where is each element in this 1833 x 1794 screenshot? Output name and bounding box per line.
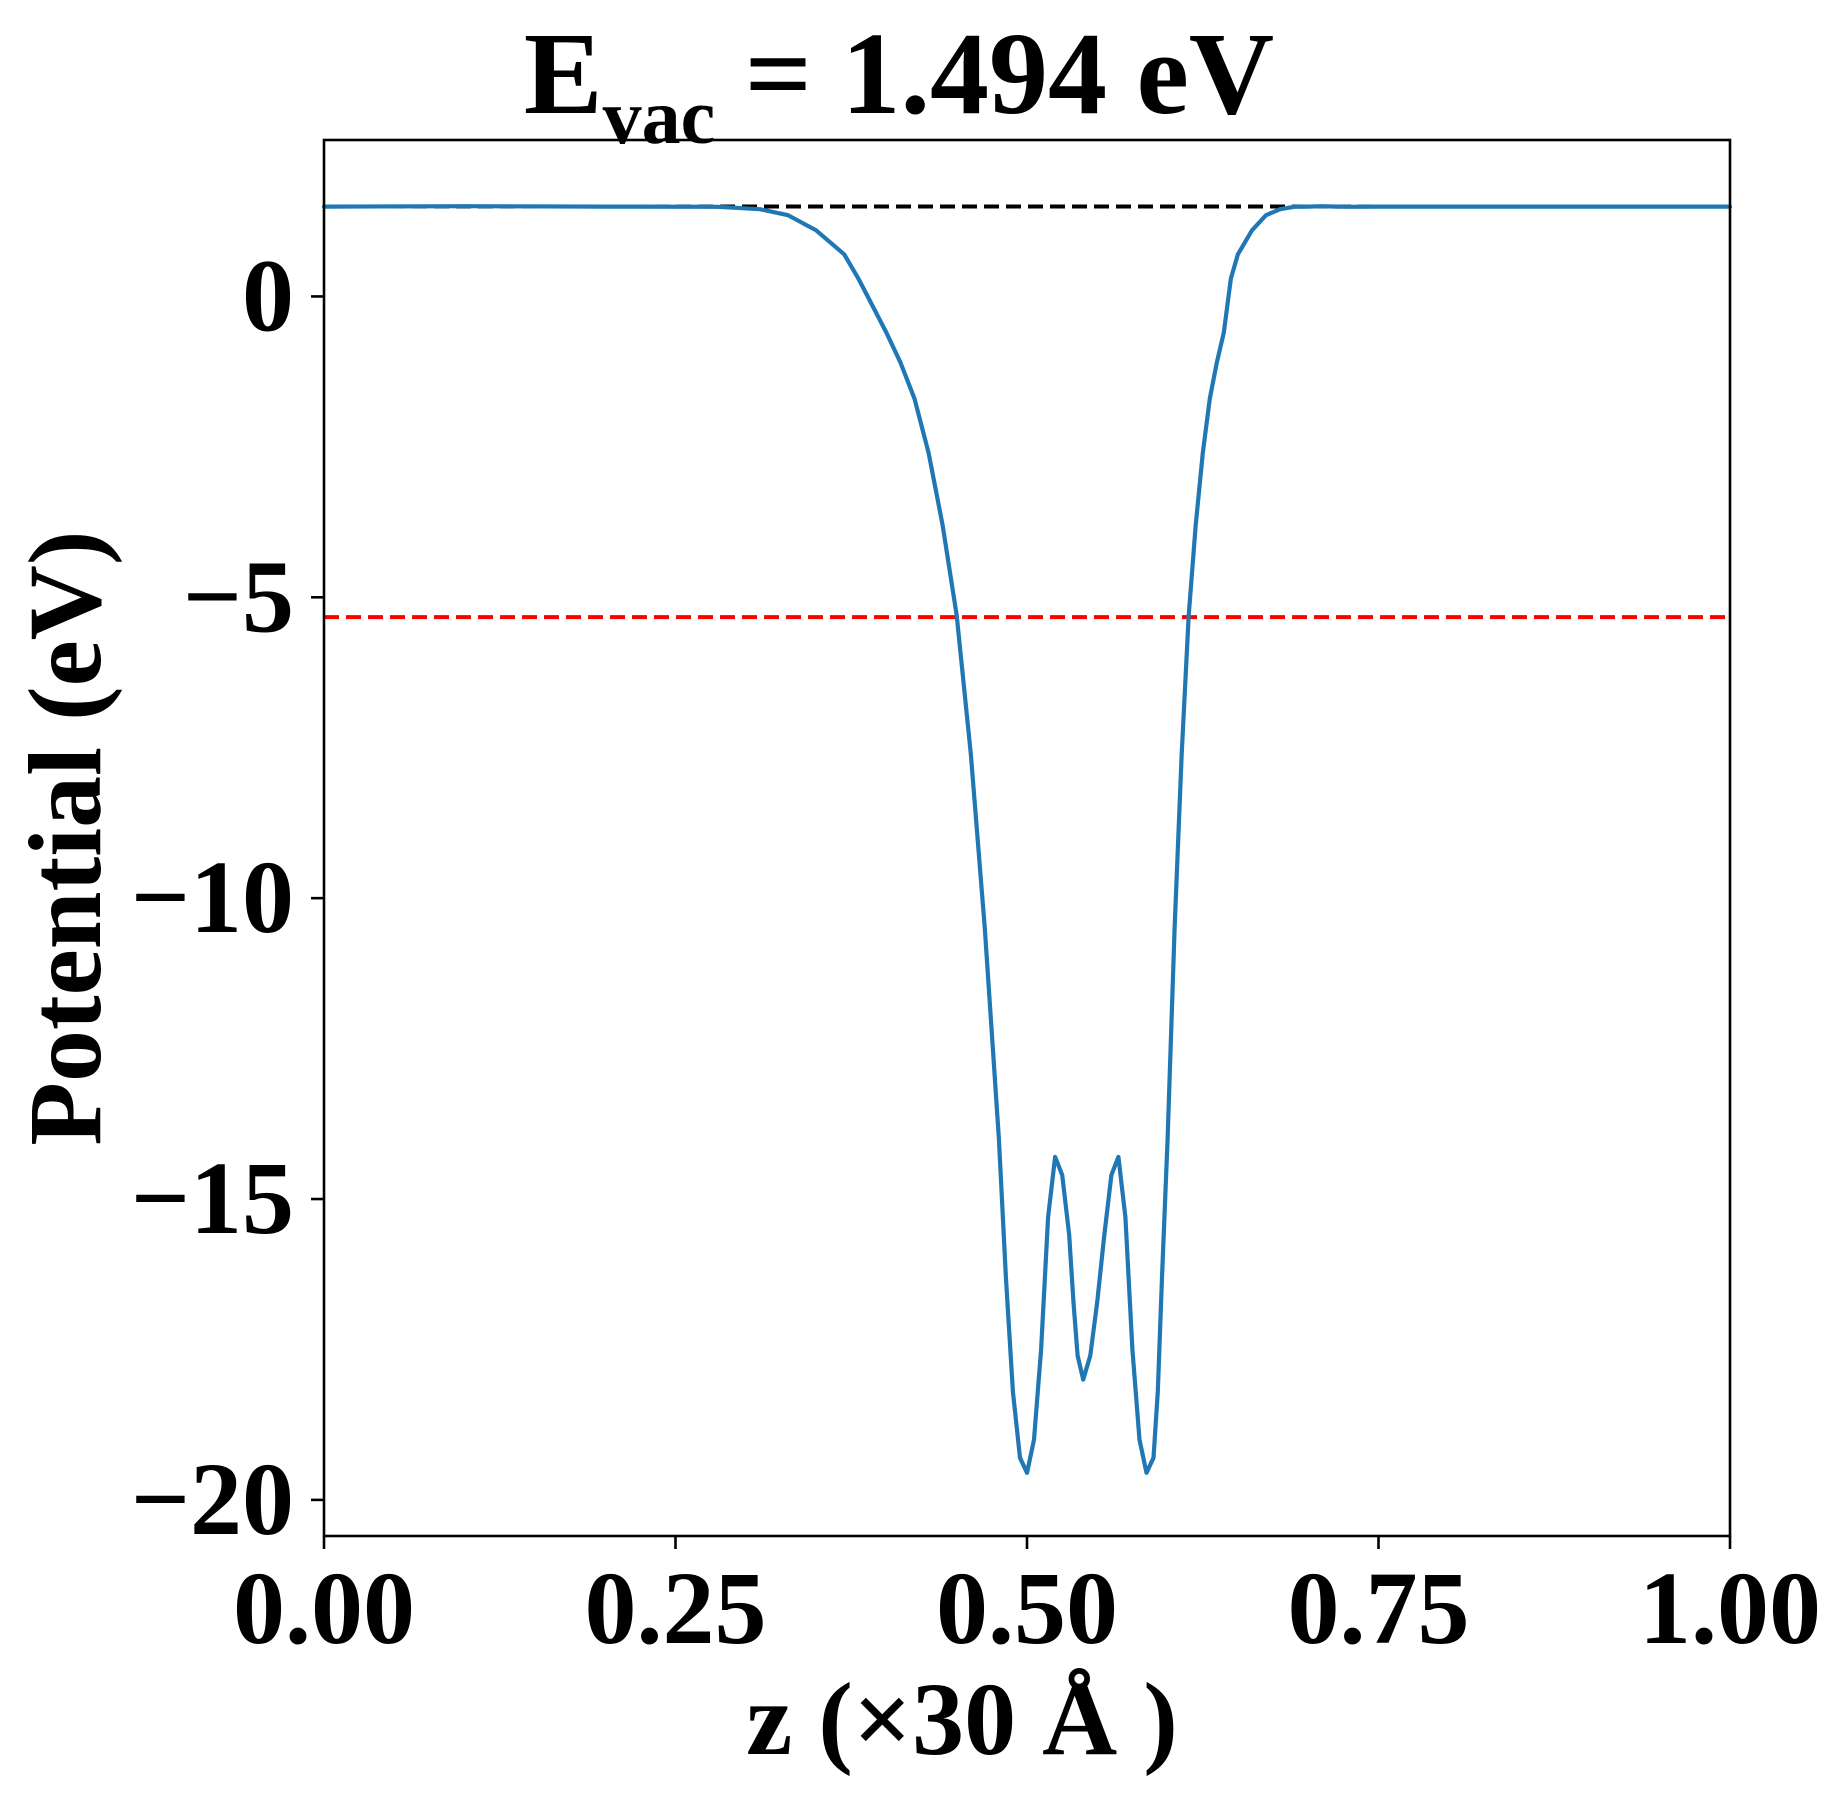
title-value: = 1.494 eV <box>715 8 1274 139</box>
y-tick-label: 0 <box>242 238 294 353</box>
ticks-layer: 0.00 0.25 0.50 0.75 1.00 0 −5 −10 −15 −20 <box>131 238 1821 1666</box>
x-tick-label: 1.00 <box>1639 1551 1821 1666</box>
x-tick-label: 0.75 <box>1288 1551 1470 1666</box>
plot-frame <box>322 138 1732 1538</box>
series-line-0 <box>321 204 1733 1475</box>
title-subscript: vac <box>603 73 716 160</box>
y-axis-label: Potential (eV) <box>8 530 123 1145</box>
y-tick-label: −5 <box>183 539 294 654</box>
series-layer <box>321 204 1733 1475</box>
chart-title: Evac = 1.494 eV <box>524 8 1274 160</box>
y-tick-label: −20 <box>131 1442 294 1557</box>
x-tick-label: 0.00 <box>233 1551 415 1666</box>
y-tick-label: −15 <box>131 1141 294 1256</box>
x-tick-label: 0.25 <box>585 1551 767 1666</box>
x-axis-label: z (×30 Å ) <box>746 1662 1178 1777</box>
y-tick-label: −10 <box>131 840 294 955</box>
title-symbol: E <box>524 8 603 139</box>
x-tick-label: 0.50 <box>936 1551 1118 1666</box>
